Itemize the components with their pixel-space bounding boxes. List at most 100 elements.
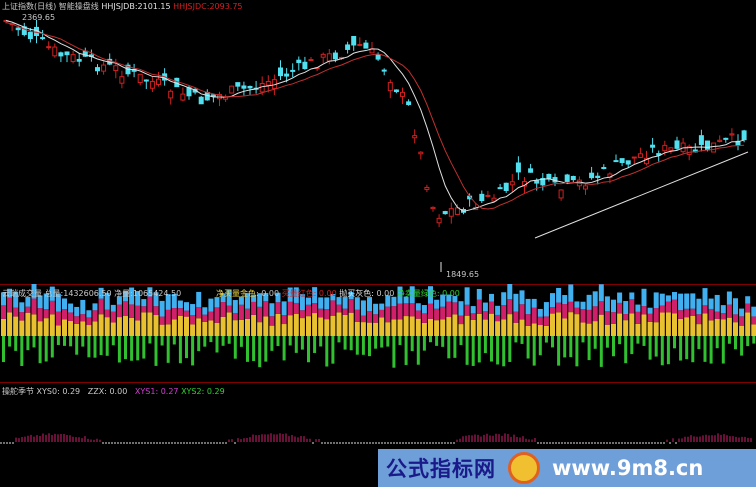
volume-bar — [519, 304, 525, 320]
sell-volume-bar — [8, 336, 12, 347]
volume-bar — [409, 303, 415, 317]
volume-bar — [13, 316, 19, 336]
sell-volume-bar — [709, 336, 713, 364]
volume-bar — [275, 313, 281, 336]
candle-body — [40, 37, 46, 40]
volume-bar — [1, 305, 6, 319]
volume-bar — [232, 300, 238, 313]
oscillator-chart[interactable] — [0, 382, 756, 452]
total-label: 总量: — [44, 289, 64, 298]
sell-volume-bar — [740, 336, 744, 356]
candle-body — [711, 142, 717, 153]
volume-bar — [245, 293, 250, 309]
sell-volume-bar — [429, 336, 432, 343]
volume-bar — [604, 296, 610, 312]
candle-body — [418, 151, 424, 155]
volume-bar — [202, 314, 208, 322]
volume-bar — [312, 313, 318, 336]
volume-bar — [214, 297, 220, 308]
volume-bar — [580, 308, 586, 323]
volume-bar — [55, 325, 61, 336]
hhjsjdc-value: 2093.75 — [209, 2, 243, 11]
volume-bar — [726, 291, 732, 305]
volume-bar — [7, 312, 13, 336]
volume-bar — [702, 305, 708, 314]
volume-bar — [428, 286, 433, 304]
candle-body — [595, 175, 601, 178]
volume-bar — [446, 316, 452, 336]
sell-volume-bar — [703, 336, 707, 362]
sell-volume-bar — [386, 336, 390, 347]
volume-bar — [556, 287, 562, 303]
volume-bar — [647, 307, 653, 314]
volume-bar — [293, 287, 299, 303]
volume-bar — [482, 311, 488, 320]
sell-volume-bar — [276, 336, 280, 347]
candle-body — [625, 160, 631, 165]
volume-chart[interactable] — [0, 284, 756, 382]
volume-bar — [568, 312, 574, 336]
legend-value: 0.00 — [318, 289, 337, 298]
volume-bar — [367, 297, 372, 312]
volume-bar — [501, 305, 507, 320]
sell-volume-bar — [526, 336, 530, 359]
sell-volume-bar — [435, 336, 439, 346]
volume-bar — [623, 301, 629, 315]
volume-bar — [19, 302, 25, 313]
price-chart[interactable] — [0, 0, 756, 284]
volume-bar — [501, 292, 507, 306]
volume-bar — [257, 322, 263, 336]
volume-bar — [324, 319, 330, 336]
sell-volume-bar — [81, 336, 85, 347]
volume-bar — [37, 321, 43, 336]
candle-body — [351, 35, 357, 46]
volume-bar — [318, 297, 324, 309]
volume-bar — [147, 287, 153, 297]
sell-volume-bar — [666, 336, 670, 365]
volume-bar — [104, 317, 110, 336]
volume-bar — [739, 308, 745, 317]
sell-volume-bar — [32, 336, 36, 348]
volume-bar — [62, 309, 67, 320]
volume-bar — [543, 316, 549, 326]
volume-header: 云端成交量 总量:1432606.50 净量:1065424.50 — [2, 288, 181, 299]
candle-body — [619, 158, 625, 164]
candle-body — [247, 85, 253, 89]
volume-bar — [171, 308, 177, 320]
sell-volume-bar — [447, 336, 451, 359]
sell-volume-bar — [557, 336, 561, 366]
volume-bar — [421, 305, 427, 314]
sell-volume-bar — [172, 336, 176, 345]
volume-bar — [379, 317, 385, 336]
volume-bar — [184, 302, 189, 311]
candle-body — [265, 81, 271, 86]
volume-bar — [714, 318, 720, 336]
sell-volume-bar — [648, 336, 652, 360]
volume-bar — [269, 325, 275, 336]
volume-bar — [470, 313, 476, 320]
volume-bar — [116, 304, 122, 318]
volume-bar — [123, 301, 128, 317]
volume-bar — [116, 317, 122, 336]
volume-bar — [580, 301, 586, 309]
volume-bar — [476, 313, 482, 336]
volume-bar — [556, 302, 562, 313]
volume-bar — [141, 299, 147, 307]
volume-bar — [647, 321, 653, 336]
sell-volume-bar — [734, 336, 737, 350]
volume-bar — [202, 307, 208, 315]
volume-bar — [7, 288, 13, 298]
volume-bar — [196, 307, 202, 319]
hhjsjdb-value: 2101.15 — [137, 2, 171, 11]
sell-volume-bar — [685, 336, 689, 360]
sell-volume-bar — [337, 336, 341, 343]
volume-bar — [37, 308, 43, 322]
candle-body — [180, 93, 186, 101]
sell-volume-bar — [63, 336, 66, 346]
volume-bar — [312, 303, 318, 314]
volume-bar — [385, 322, 391, 336]
sell-volume-bar — [361, 336, 365, 355]
sell-volume-bar — [343, 336, 347, 350]
volume-bar — [373, 303, 379, 315]
volume-bar — [653, 308, 659, 323]
